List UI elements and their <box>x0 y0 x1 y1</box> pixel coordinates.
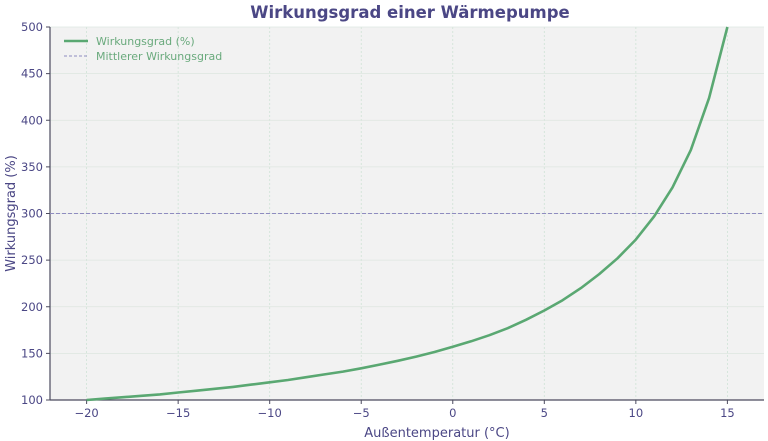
y-tick-label: 300 <box>21 207 43 221</box>
x-tick-label: −5 <box>353 406 370 420</box>
x-tick-label: 5 <box>541 406 548 420</box>
y-tick-label: 100 <box>21 393 43 407</box>
y-tick-label: 150 <box>21 346 43 360</box>
x-axis-label: Außentemperatur (°C) <box>364 426 509 441</box>
chart-title: Wirkungsgrad einer Wärmepumpe <box>250 3 570 22</box>
y-tick-label: 250 <box>21 253 43 267</box>
efficiency-curve <box>86 26 729 402</box>
legend-label-efficiency: Wirkungsgrad (%) <box>96 35 195 48</box>
x-tick-label: 15 <box>720 406 735 420</box>
x-tick-label: −20 <box>74 406 98 420</box>
x-tick-label: −10 <box>258 406 282 420</box>
y-tick-label: 350 <box>21 160 43 174</box>
y-axis-label: Wirkungsgrad (%) <box>4 155 19 272</box>
x-tick-label: 10 <box>629 406 644 420</box>
x-tick-label: 0 <box>449 406 456 420</box>
y-tick-label: 200 <box>21 300 43 314</box>
y-tick-label: 400 <box>21 113 43 127</box>
y-tick-label: 450 <box>21 67 43 81</box>
legend-label-mean: Mittlerer Wirkungsgrad <box>96 50 222 63</box>
y-tick-label: 500 <box>21 20 43 34</box>
x-tick-label: −15 <box>166 406 190 420</box>
